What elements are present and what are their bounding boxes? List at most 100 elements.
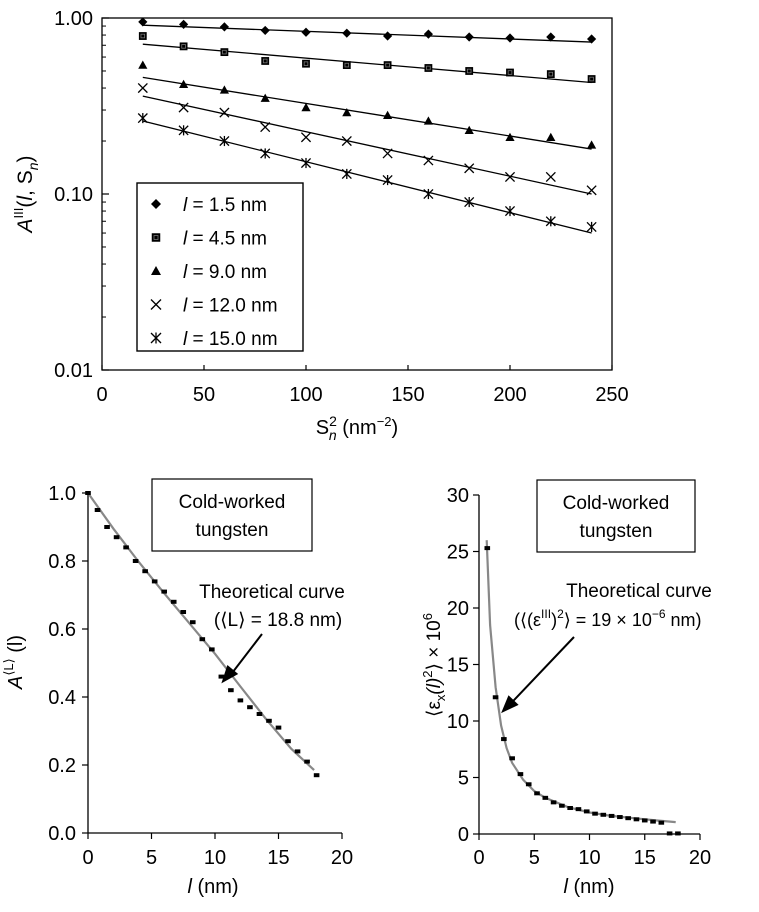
bl-arrowhead (221, 665, 239, 684)
br-curve-label-1: Theoretical curve (566, 581, 712, 602)
br-x-axis-label: l (nm) (563, 876, 614, 898)
bl-data-point (209, 647, 215, 652)
br-data-point (641, 818, 648, 823)
top-point-diamond (587, 34, 597, 44)
top-point-triangle (219, 85, 229, 94)
br-data-point (650, 819, 656, 824)
top-point-diamond (219, 22, 229, 32)
bl-data-point (123, 545, 129, 550)
top-point-triangle (179, 79, 189, 88)
br-y-tick-label: 30 (447, 485, 469, 507)
top-point-asterisk (423, 188, 434, 200)
bl-data-point (313, 773, 320, 778)
top-point-triangle (546, 132, 556, 141)
br-data-point (608, 813, 615, 818)
top-point-diamond (179, 19, 189, 29)
top-point-asterisk (219, 135, 230, 147)
top-y-tick-label: 0.01 (54, 360, 93, 382)
bl-data-point (294, 749, 301, 754)
top-point-square (546, 70, 555, 79)
legend-marker-diamond (151, 199, 161, 209)
top-point-diamond (260, 25, 270, 36)
top-point-diamond (464, 32, 474, 42)
bl-data-point (189, 620, 196, 625)
top-point-cross (219, 107, 230, 118)
bl-data-point (113, 535, 120, 540)
bl-data-point (132, 559, 139, 563)
top-point-triangle (464, 125, 474, 135)
bl-data-point (180, 610, 187, 614)
top-point-diamond (546, 32, 556, 42)
br-arrow (512, 636, 575, 702)
top-point-cross (300, 132, 312, 143)
br-data-point (534, 791, 540, 796)
bl-data-point (142, 569, 148, 574)
top-fit-lines (142, 24, 592, 234)
bl-y-tick-label: 0.0 (48, 823, 76, 845)
br-curve-label-2: (⟨(εIII)2⟩ = 19 × 10−6 nm) (514, 607, 702, 630)
bl-box-line-1: Cold-worked (179, 492, 286, 513)
legend-label: l = 9.0 nm (183, 262, 267, 283)
top-ticks: 0 50 100 150 200 250 0.01 0.10 1.00 (54, 8, 629, 406)
bl-x-tick-label: 5 (146, 847, 157, 869)
br-data-points (484, 546, 681, 836)
top-point-asterisk (504, 205, 516, 217)
top-point-triangle (138, 60, 148, 69)
top-point-cross (260, 122, 271, 133)
bl-data-point (275, 725, 282, 730)
br-data-point (484, 546, 491, 551)
br-data-point (517, 772, 524, 777)
br-ticks: 0 5 10 15 20 0 5 10 15 20 25 30 (447, 485, 711, 869)
top-point-square (465, 67, 474, 75)
top-point-cross (504, 171, 516, 183)
top-x-tick-label: 200 (493, 384, 526, 406)
top-point-triangle (423, 116, 433, 125)
top-point-triangle (342, 108, 352, 117)
br-y-tick-label: 0 (458, 824, 469, 846)
bl-x-tick-label: 0 (82, 847, 93, 869)
bl-arrow (232, 633, 263, 673)
br-y-tick-label: 25 (447, 542, 469, 564)
bl-data-points (85, 491, 320, 778)
br-data-point (625, 816, 631, 821)
br-data-point (600, 812, 607, 817)
br-arrowhead (501, 695, 519, 714)
bl-y-axis-label: A⟨L⟩ (l) (1, 635, 27, 690)
br-y-tick-label: 10 (447, 711, 469, 733)
legend-marker-asterisk (150, 332, 162, 344)
top-point-asterisk (341, 168, 352, 180)
bl-data-point (285, 739, 291, 744)
top-x-tick-label: 100 (289, 384, 322, 406)
legend-marker-square (151, 233, 161, 242)
br-data-point (592, 811, 598, 816)
top-fit-line (142, 43, 592, 84)
bl-data-point (247, 705, 253, 710)
br-box-line-2: tungsten (580, 521, 653, 542)
top-fit-line (142, 76, 592, 150)
bl-data-point (199, 637, 206, 642)
bl-data-point (218, 674, 225, 679)
top-fit-line (142, 120, 592, 234)
top-point-triangle (301, 102, 311, 112)
top-data-points (137, 17, 597, 232)
top-legend-box (136, 182, 304, 352)
top-y-tick-label: 0.10 (54, 184, 93, 206)
top-point-cross (464, 163, 475, 174)
br-y-axis-label: ⟨εx(l)2⟩ × 106 (420, 613, 448, 717)
top-point-cross (423, 155, 434, 166)
top-point-square (587, 75, 596, 83)
br-data-point (509, 756, 515, 761)
top-point-cross (382, 148, 393, 159)
top-x-tick-label: 50 (193, 384, 215, 406)
bl-y-tick-label: 0.6 (48, 619, 76, 641)
br-x-tick-label: 0 (473, 847, 484, 869)
legend-marker-triangle (151, 266, 161, 275)
bl-data-point (151, 579, 158, 584)
bl-data-point (94, 508, 101, 512)
top-point-square (506, 68, 514, 77)
bl-data-point (256, 712, 263, 716)
br-data-point (633, 817, 640, 822)
chart-bottom-left: 0 5 10 15 20 0.0 0.2 0.4 0.6 0.8 1.0 Cold-worked t… (1, 478, 353, 898)
top-fit-line (142, 95, 592, 195)
